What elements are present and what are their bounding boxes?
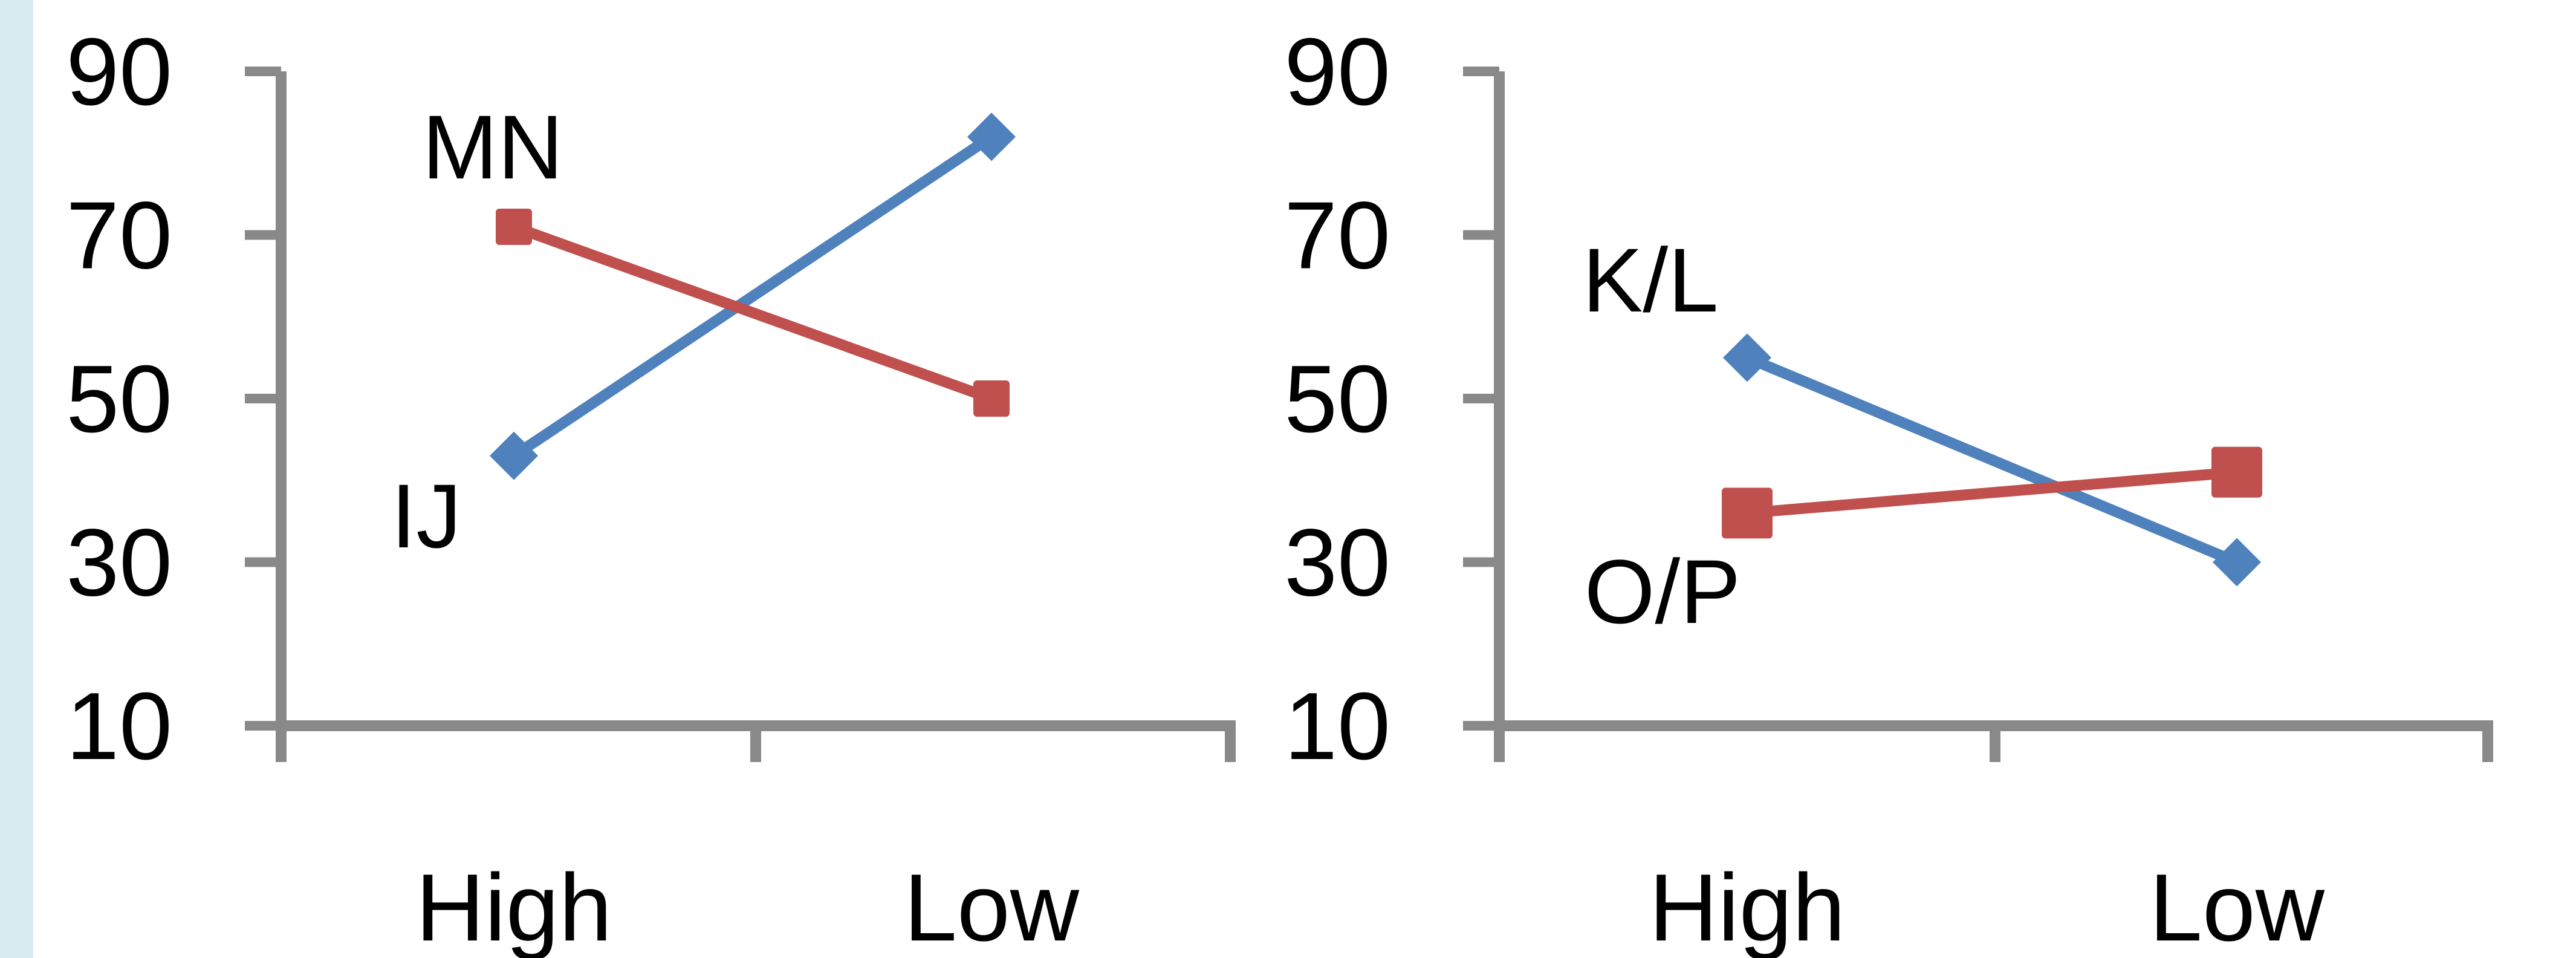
- x-tick-label: High: [416, 855, 612, 958]
- y-tick-label: 90: [66, 19, 172, 125]
- y-tick-label: 10: [1284, 673, 1390, 780]
- series-line-kl: [1745, 353, 2239, 567]
- data-point-diamond: [2213, 538, 2261, 587]
- left-edge-strip: [0, 0, 33, 958]
- data-point-diamond: [967, 112, 1016, 161]
- y-tick-label: 50: [66, 346, 172, 452]
- x-tick-label: Low: [904, 855, 1080, 958]
- data-point-diamond: [1723, 333, 1771, 382]
- left-chart: 10 30 50 70 90 High Low MN IJ: [66, 19, 1236, 958]
- y-tick-label: 10: [66, 673, 172, 780]
- x-tick-label: High: [1649, 855, 1846, 958]
- series-label-mn: MN: [422, 96, 563, 198]
- y-tick-label: 30: [66, 510, 172, 616]
- data-point-square: [496, 208, 532, 245]
- series-label-op: O/P: [1585, 541, 1741, 642]
- series-line-ij: [511, 132, 994, 461]
- x-tick-label: Low: [2149, 855, 2325, 958]
- series-label-ij: IJ: [391, 465, 462, 567]
- series-line-mn: [511, 221, 994, 404]
- y-tick-label: 70: [1284, 183, 1390, 289]
- y-tick-label: 70: [66, 183, 172, 289]
- data-point-square: [973, 380, 1010, 417]
- data-point-square: [1722, 487, 1773, 539]
- right-chart: 10 30 50 70 90 High Low K/L O/P: [1284, 19, 2493, 958]
- series-label-kl: K/L: [1582, 229, 1718, 331]
- y-tick-label: 50: [1284, 346, 1390, 452]
- y-tick-label: 30: [1284, 510, 1390, 616]
- data-point-square: [2211, 446, 2262, 498]
- y-tick-label: 90: [1284, 19, 1390, 125]
- series-line-op: [1747, 466, 2237, 519]
- data-point-diamond: [490, 431, 538, 480]
